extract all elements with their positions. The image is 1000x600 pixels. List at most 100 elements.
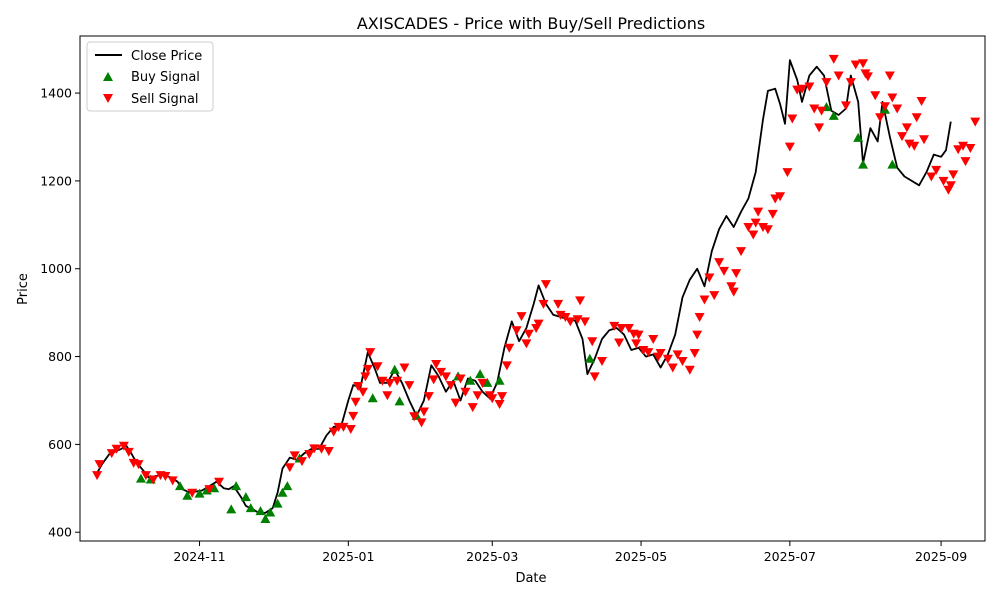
sell-signal-marker [284, 463, 295, 473]
sell-signal-marker [418, 407, 429, 417]
sell-signal-marker [455, 374, 466, 384]
sell-signal-marker [965, 143, 976, 153]
sell-signal-marker [840, 101, 851, 111]
sell-signal-marker [870, 91, 881, 101]
sell-signal-marker [357, 387, 368, 397]
buy-signal-marker [389, 364, 400, 374]
sell-signal-marker [875, 113, 886, 123]
sell-signal-marker [214, 477, 225, 487]
sell-signal-marker [497, 392, 508, 402]
sell-signal-marker [392, 376, 403, 386]
sell-signal-marker [431, 360, 442, 370]
sell-signal-marker [404, 381, 415, 391]
sell-signal-marker [833, 71, 844, 81]
sell-signal-marker [450, 398, 461, 408]
sell-signal-marker [953, 145, 964, 155]
sell-signal-marker [167, 476, 178, 486]
y-tick-label: 400 [48, 525, 72, 540]
sell-signal-marker [784, 142, 795, 152]
sell-signal-marker [565, 317, 576, 327]
sell-signal-marker [353, 381, 364, 391]
y-tick-label: 1200 [40, 173, 72, 188]
plot-border [79, 35, 986, 542]
sell-signal-marker [648, 335, 659, 344]
buy-signal-marker [272, 498, 283, 508]
sell-signal-marker [487, 394, 498, 404]
sell-signal-marker [845, 78, 856, 88]
buy-signal-marker [584, 353, 595, 363]
sell-signal-marker [623, 324, 634, 334]
legend-buy-signal-marker [103, 72, 113, 81]
y-tick-label: 600 [48, 437, 72, 452]
buy-signal-marker [194, 488, 205, 498]
sell-signal-marker [160, 472, 171, 482]
sell-signal-marker [897, 132, 908, 142]
buy-signal-marker [231, 481, 242, 491]
buy-signal-marker [494, 375, 505, 385]
sell-signal-marker [916, 96, 927, 106]
sell-signal-marker [399, 363, 410, 373]
sell-signal-marker [384, 378, 395, 388]
sell-signal-marker [704, 273, 715, 283]
sell-signal-marker [523, 329, 534, 339]
sell-signal-marker [516, 312, 527, 322]
legend-buy-signal-label: Buy Signal [131, 70, 200, 85]
sell-signal-marker [348, 411, 359, 421]
buy-signal-marker [209, 483, 220, 493]
buy-signal-marker [858, 159, 869, 169]
sell-signal-marker [684, 365, 695, 375]
sell-signal-marker [938, 176, 949, 186]
sell-signal-marker [714, 258, 725, 268]
sell-signal-marker [828, 54, 839, 64]
chart-title: AXISCADES - Price with Buy/Sell Predicti… [357, 14, 705, 33]
sell-signal-marker [911, 113, 922, 123]
sell-signal-marker [133, 460, 144, 470]
sell-signal-marker [767, 209, 778, 219]
sell-signal-marker [416, 418, 427, 428]
x-tick-label: 2025-09 [915, 549, 967, 564]
buy-signal-marker [265, 507, 276, 517]
buy-signal-marker [482, 377, 493, 387]
buy-signal-marker [226, 504, 237, 514]
sell-signal-marker [643, 348, 654, 358]
buy-signal-marker [135, 473, 146, 483]
sell-signal-marker [504, 343, 515, 353]
sell-signal-marker [689, 349, 700, 359]
sell-signal-marker [970, 117, 981, 127]
y-tick-label: 1000 [40, 261, 72, 276]
sell-signal-marker [731, 269, 742, 279]
sell-signal-marker [797, 84, 808, 94]
sell-signal-marker [775, 192, 786, 202]
sell-signal-marker [501, 361, 512, 371]
buy-signal-marker [175, 481, 186, 491]
sell-signal-marker [850, 60, 861, 70]
sell-signal-marker [909, 141, 920, 151]
sell-signal-marker [94, 460, 105, 470]
buy-signal-marker [475, 369, 486, 379]
sell-signal-marker [597, 356, 608, 366]
x-axis-label: Date [515, 571, 546, 586]
sell-signal-marker [804, 82, 815, 92]
sell-signal-marker [858, 59, 869, 69]
sell-signal-marker [614, 338, 625, 348]
sell-signal-marker [111, 444, 122, 454]
sell-signal-marker [350, 397, 361, 407]
buy-signal-marker [853, 132, 864, 142]
sell-signal-marker [494, 399, 505, 409]
sell-signal-marker [901, 123, 912, 133]
buy-signal-marker [465, 375, 476, 385]
sell-signal-marker [692, 330, 703, 340]
sell-signal-marker [538, 299, 549, 309]
sell-signal-marker [372, 362, 383, 372]
sell-signal-marker [575, 296, 586, 306]
plot-background [80, 36, 985, 541]
sell-signal-marker [472, 391, 483, 401]
sell-signal-marker [787, 114, 798, 124]
legend-sell-signal-marker [103, 94, 113, 103]
sell-signal-marker [309, 444, 320, 454]
sell-signal-marker [365, 348, 376, 358]
buy-signal-marker [260, 514, 271, 524]
sell-signal-marker [106, 449, 117, 459]
sell-signal-marker [533, 319, 544, 329]
